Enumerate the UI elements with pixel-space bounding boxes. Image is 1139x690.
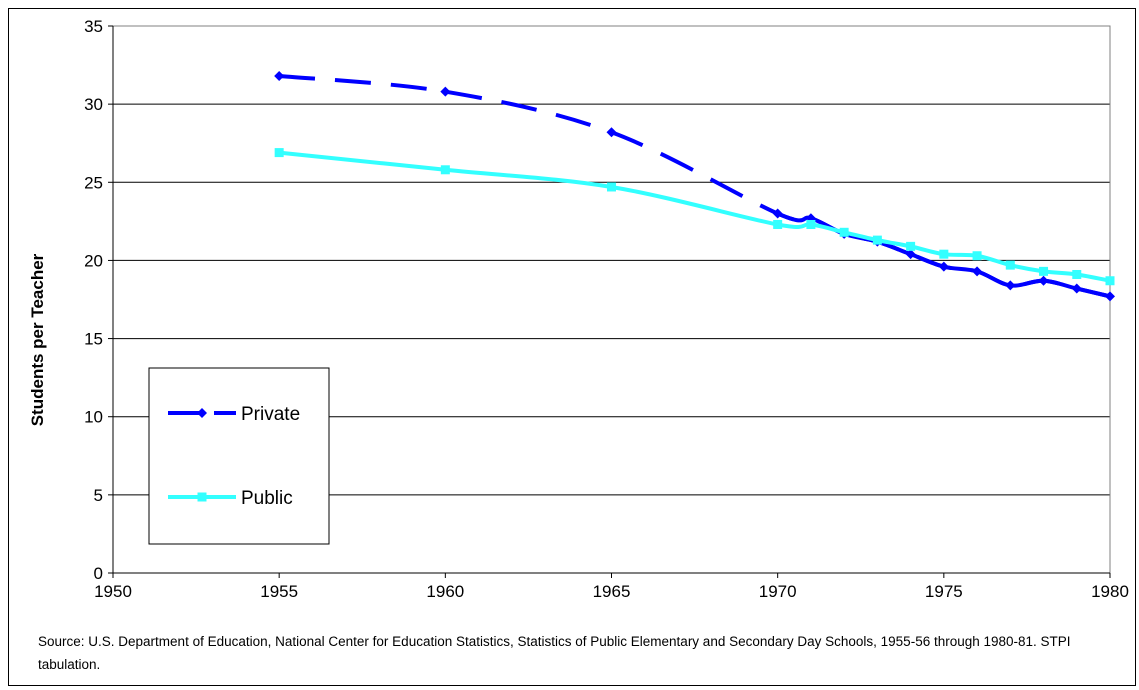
y-tick-label: 30 (84, 95, 103, 114)
y-tick-labels: 0 5 10 15 20 25 30 35 (84, 17, 103, 583)
y-tick-label: 20 (84, 251, 103, 270)
legend-label: Public (241, 488, 293, 509)
data-point (1039, 266, 1049, 276)
series-line-public (278, 150, 1111, 283)
series-lines (274, 71, 1115, 302)
data-point (806, 219, 816, 229)
x-tick-label: 1970 (759, 582, 797, 601)
x-tick-label: 1960 (426, 582, 464, 601)
data-point (839, 227, 849, 237)
x-tick-label: 1980 (1091, 582, 1129, 601)
data-point (440, 165, 450, 175)
x-tick-label: 1955 (260, 582, 298, 601)
data-point (606, 127, 617, 138)
data-point (1105, 276, 1115, 286)
y-tick-label: 5 (94, 486, 103, 505)
data-point (938, 261, 949, 272)
y-tick-label: 35 (84, 17, 103, 36)
x-tick-label: 1975 (925, 582, 963, 601)
data-point (939, 249, 949, 259)
x-tick-label: 1950 (94, 582, 132, 601)
series-line-private (278, 74, 1111, 299)
y-tick-label: 0 (94, 564, 103, 583)
y-tick-label: 10 (84, 408, 103, 427)
data-point (972, 266, 983, 277)
data-point (773, 219, 783, 229)
y-tick-label: 15 (84, 330, 103, 349)
data-point (1071, 283, 1082, 294)
data-point (906, 241, 916, 251)
data-point (607, 182, 616, 192)
data-point (1038, 275, 1049, 286)
axes (108, 25, 1111, 578)
data-point (1005, 280, 1016, 291)
data-point (772, 208, 783, 219)
legend-item-public: Public (168, 488, 293, 509)
source-note: Source: U.S. Department of Education, Na… (38, 634, 1071, 672)
data-point (1105, 291, 1115, 302)
legend-label: Private (241, 404, 300, 425)
y-axis-label: Students per Teacher (28, 253, 47, 426)
legend-box (148, 367, 330, 545)
y-tick-label: 25 (84, 173, 103, 192)
legend-marker (197, 492, 207, 502)
data-point (274, 71, 285, 82)
legend-item-private: Private (168, 404, 300, 425)
x-tick-label: 1965 (593, 582, 631, 601)
data-point (972, 251, 982, 261)
legend-marker (197, 408, 207, 418)
data-point (440, 86, 451, 97)
data-point (1005, 260, 1015, 270)
legend: Private Public (148, 367, 330, 545)
series-public (274, 148, 1115, 286)
data-point (872, 235, 882, 245)
data-point (905, 249, 916, 260)
series-private (274, 71, 1115, 302)
x-tick-labels: 1950 1955 1960 1965 1970 1975 1980 (94, 582, 1129, 601)
data-point (1072, 269, 1082, 279)
data-point (274, 148, 284, 158)
